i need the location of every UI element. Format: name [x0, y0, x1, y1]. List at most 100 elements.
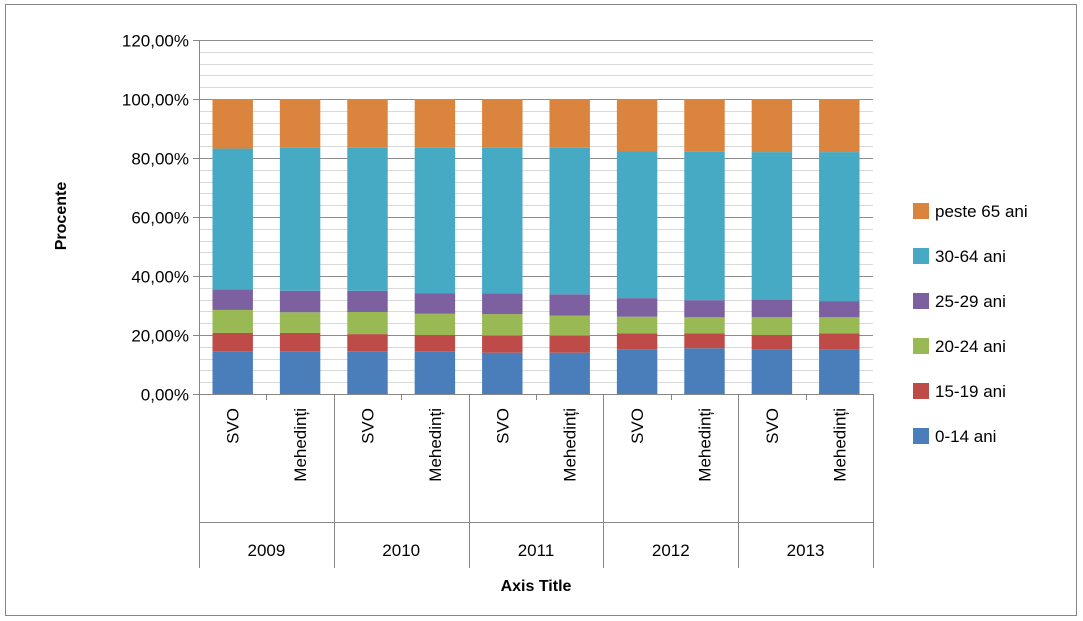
category-label: SVO [763, 408, 782, 444]
bar-segment [482, 314, 523, 336]
bar-segment [482, 147, 523, 294]
bar-segment [347, 147, 388, 291]
bar-segment [212, 332, 253, 352]
bar-segment [279, 312, 321, 333]
bar-segment [684, 151, 725, 301]
category-label: SVO [359, 408, 378, 444]
bar-segment [414, 335, 456, 352]
bar-segment [347, 334, 388, 352]
bar-segment [549, 315, 590, 336]
bar-segment [414, 293, 456, 314]
bar-segment [279, 290, 321, 313]
legend-label: peste 65 ani [935, 202, 1028, 221]
bar-segment [414, 99, 456, 148]
bar-segment [482, 335, 523, 353]
bar-segment [819, 301, 860, 318]
y-tick-label: 120,00% [122, 32, 189, 51]
bar-segment [549, 352, 590, 394]
category-label: SVO [493, 408, 512, 444]
legend: peste 65 ani 30-64 ani 25-29 ani 20-24 ani 1… [913, 202, 1028, 446]
bar-segment [751, 299, 793, 318]
bar-segment [549, 335, 590, 353]
bar-segment [819, 317, 860, 334]
bar-segment [684, 333, 725, 349]
group-label: 2010 [382, 541, 420, 560]
bar-segment [212, 289, 253, 310]
bar-segment [684, 317, 725, 334]
group-label: 2013 [787, 541, 825, 560]
category-label: Mehedinți [291, 408, 310, 482]
bar-segment [549, 99, 590, 148]
y-tick-label: 100,00% [122, 91, 189, 110]
bar-segment [751, 152, 793, 300]
bar-segment [279, 332, 321, 352]
bar-segment [819, 349, 860, 394]
category-labels: SVO Mehedinți SVO Mehedinți SVO Mehedinți SVO M… [224, 408, 850, 560]
bar-segment [616, 333, 658, 350]
x-axis-title: Axis Title [501, 578, 572, 595]
bar-segment [347, 99, 388, 148]
bar-segment [279, 147, 321, 291]
bar-segment [616, 298, 658, 317]
bar-segment [751, 349, 793, 394]
group-label: 2009 [247, 541, 285, 560]
category-label: Mehedinți [561, 408, 580, 482]
bar-segment [414, 147, 456, 294]
bar-segment [616, 316, 658, 334]
bar-segment [212, 309, 253, 333]
category-label: Mehedinți [830, 408, 849, 482]
bar-segment [212, 148, 253, 290]
legend-label: 25-29 ani [935, 292, 1006, 311]
y-tick-label: 80,00% [131, 150, 189, 169]
bar-segment [819, 333, 860, 350]
bar-segment [347, 351, 388, 394]
bar-segment [819, 99, 860, 153]
bar-segment [751, 317, 793, 335]
category-label: SVO [628, 408, 647, 444]
y-tick-label: 60,00% [131, 209, 189, 228]
bar-segment [414, 313, 456, 335]
bar-segment [279, 99, 321, 148]
y-tick-label: 40,00% [131, 268, 189, 287]
legend-label: 30-64 ani [935, 247, 1006, 266]
category-label: SVO [224, 408, 243, 444]
legend-swatch [913, 248, 929, 264]
bar-segment [819, 152, 860, 302]
bar-segment [414, 351, 456, 394]
y-tick-label: 20,00% [131, 327, 189, 346]
bar-segment [549, 147, 590, 295]
bar-segment [482, 293, 523, 315]
category-label: Mehedinți [426, 408, 445, 482]
legend-label: 0-14 ani [935, 427, 996, 446]
axes [193, 40, 874, 568]
legend-label: 15-19 ani [935, 382, 1006, 401]
bar-segment [684, 348, 725, 394]
bar-segment [347, 290, 388, 312]
legend-swatch [913, 293, 929, 309]
bar-segment [616, 151, 658, 299]
bar-segment [482, 99, 523, 148]
chart-frame [5, 4, 1077, 616]
y-tick-labels: 0,00% 20,00% 40,00% 60,00% 80,00% 100,00% 120,… [122, 32, 189, 405]
bar-segment [549, 294, 590, 316]
bar-segment [482, 352, 523, 394]
bars [212, 99, 860, 394]
group-label: 2011 [518, 541, 555, 560]
legend-swatch [913, 383, 929, 399]
y-axis-title: Procente [53, 182, 70, 251]
bar-segment [212, 351, 253, 394]
group-label: 2012 [652, 541, 690, 560]
legend-label: 20-24 ani [935, 337, 1006, 356]
legend-swatch [913, 203, 929, 219]
legend-swatch [913, 428, 929, 444]
bar-segment [751, 335, 793, 350]
bar-segment [684, 99, 725, 152]
category-label: Mehedinți [696, 408, 715, 482]
bar-segment [212, 99, 253, 149]
bar-segment [616, 99, 658, 152]
y-tick-label: 0,00% [141, 386, 189, 405]
bar-segment [279, 351, 321, 394]
legend-swatch [913, 338, 929, 354]
bar-segment [616, 349, 658, 394]
